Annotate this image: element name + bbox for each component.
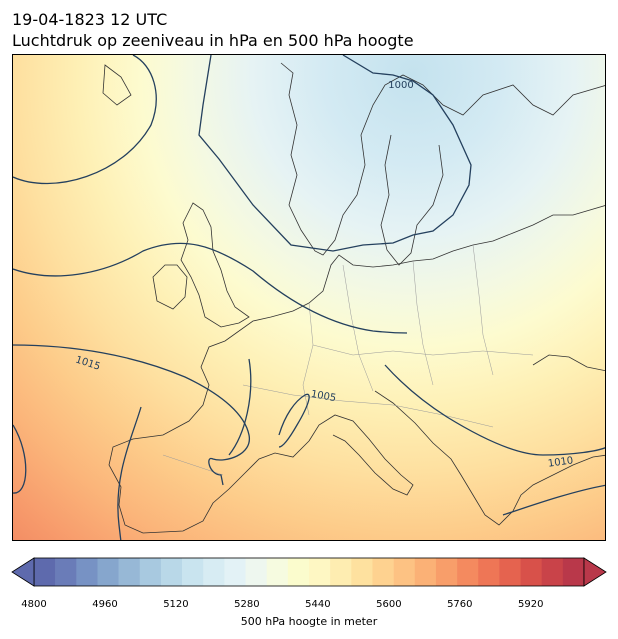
colorbar-segment: [478, 558, 500, 586]
isobar-1000: [198, 55, 472, 252]
isobar-mid: [13, 242, 408, 334]
isobars: [13, 55, 605, 540]
colorbar-tick-label: 5920: [518, 599, 544, 610]
border-2: [342, 264, 374, 392]
colorbar-extend-max: [583, 557, 607, 587]
ireland: [152, 264, 188, 310]
scandinavia-coast: [280, 62, 605, 256]
border-4: [472, 244, 494, 376]
colorbar-segment: [160, 558, 183, 586]
italy-coast: [308, 414, 414, 496]
colorbar-tick-label: 5280: [234, 599, 260, 610]
country-borders: [162, 244, 534, 476]
colorbar-segment: [414, 558, 437, 586]
isobar-south-east: [502, 484, 605, 516]
colorbar-segment: [97, 558, 119, 586]
colorbar-segment: [224, 558, 246, 586]
map-subtitle: Luchtdruk op zeeniveau in hPa en 500 hPa…: [12, 31, 414, 50]
colorbar-segment: [287, 558, 310, 586]
colorbar-tick-label: 5600: [376, 599, 402, 610]
border-6: [242, 384, 494, 428]
isobar-1010: [384, 364, 605, 456]
border-5: [312, 344, 534, 356]
map-datetime: 19-04-1823 12 UTC: [12, 10, 168, 29]
isobar-alps-a: [278, 393, 310, 448]
isobar-1015: [13, 344, 250, 486]
colorbar-segments: [34, 558, 585, 586]
isobar-label-1000: 1000: [388, 80, 413, 91]
isobar-label-1005: 1005: [310, 389, 337, 404]
isobar-iberia: [117, 406, 142, 540]
isobar-label-1010: 1010: [547, 455, 574, 469]
colorbar-segment: [351, 558, 373, 586]
great-britain: [180, 202, 250, 328]
colorbar-segment: [34, 558, 56, 586]
colorbar-segment: [372, 558, 394, 586]
colorbar-segment: [499, 558, 521, 586]
isobar-north-atlantic: [13, 55, 157, 185]
continental-north-coast: [238, 205, 605, 332]
colorbar-tick-label: 5760: [447, 599, 473, 610]
colorbar-segment: [393, 558, 416, 586]
colorbar-segment: [309, 558, 331, 586]
colorbar-segment: [266, 558, 289, 586]
coastlines: [102, 62, 605, 534]
colorbar-tick-label: 5120: [163, 599, 189, 610]
adriatic-balkan-coast: [374, 390, 605, 526]
isobar-atlantic-low: [13, 424, 27, 494]
colorbar-segment: [203, 558, 225, 586]
colorbar-segment: [541, 558, 564, 586]
border-3: [412, 260, 434, 386]
iceland: [102, 64, 132, 106]
colorbar-segment: [139, 558, 162, 586]
colorbar-segment: [457, 558, 479, 586]
colorbar-segment: [562, 558, 585, 586]
border-1: [302, 302, 314, 416]
colorbar-segment: [245, 558, 267, 586]
colorbar: [11, 557, 607, 587]
colorbar-segment: [76, 558, 98, 586]
colorbar-segment: [520, 558, 542, 586]
colorbar-tick-label: 4960: [92, 599, 118, 610]
colorbar-tick-label: 4800: [21, 599, 47, 610]
colorbar-segment: [435, 558, 458, 586]
bothnia-coast: [380, 134, 444, 266]
colorbar-segment: [118, 558, 141, 586]
height-field: [13, 55, 605, 540]
colorbar-extend-min: [11, 557, 35, 587]
map-canvas: 1000 1015 1005 1010: [13, 55, 605, 540]
isobar-1005: [228, 358, 252, 456]
map-panel: 1000 1015 1005 1010: [12, 54, 606, 541]
iberia-france-coast: [108, 330, 310, 534]
colorbar-label: 500 hPa hoogte in meter: [240, 615, 378, 628]
colorbar-tick-label: 5440: [305, 599, 331, 610]
black-sea-coast: [532, 354, 605, 372]
colorbar-segment: [330, 558, 352, 586]
colorbar-segment: [55, 558, 77, 586]
colorbar-segment: [182, 558, 204, 586]
